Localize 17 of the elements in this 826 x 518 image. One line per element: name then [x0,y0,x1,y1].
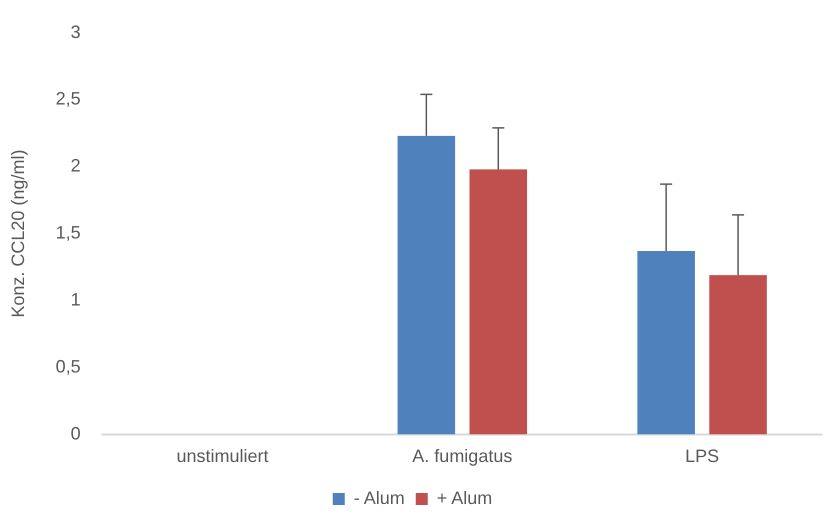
legend-label: - Alum [354,488,405,508]
legend-label: + Alum [436,488,492,508]
y-tick-label: 2 [70,156,81,176]
y-tick-label: 3 [70,22,81,42]
y-axis-title: Konz. CCL20 (ng/ml) [8,150,28,318]
bar [709,275,767,434]
bar [637,251,695,434]
y-tick-label: 0,5 [56,356,81,376]
y-tick-label: 2,5 [56,88,81,109]
x-tick-label: LPS [685,446,720,466]
bar [470,169,528,434]
x-tick-label: unstimuliert [176,446,269,466]
y-tick-label: 1,5 [56,222,81,243]
x-tick-label: A. fumigatus [412,446,512,466]
y-tick-label: 0 [70,423,81,444]
bar [398,136,456,434]
y-tick-label: 1 [70,290,81,310]
